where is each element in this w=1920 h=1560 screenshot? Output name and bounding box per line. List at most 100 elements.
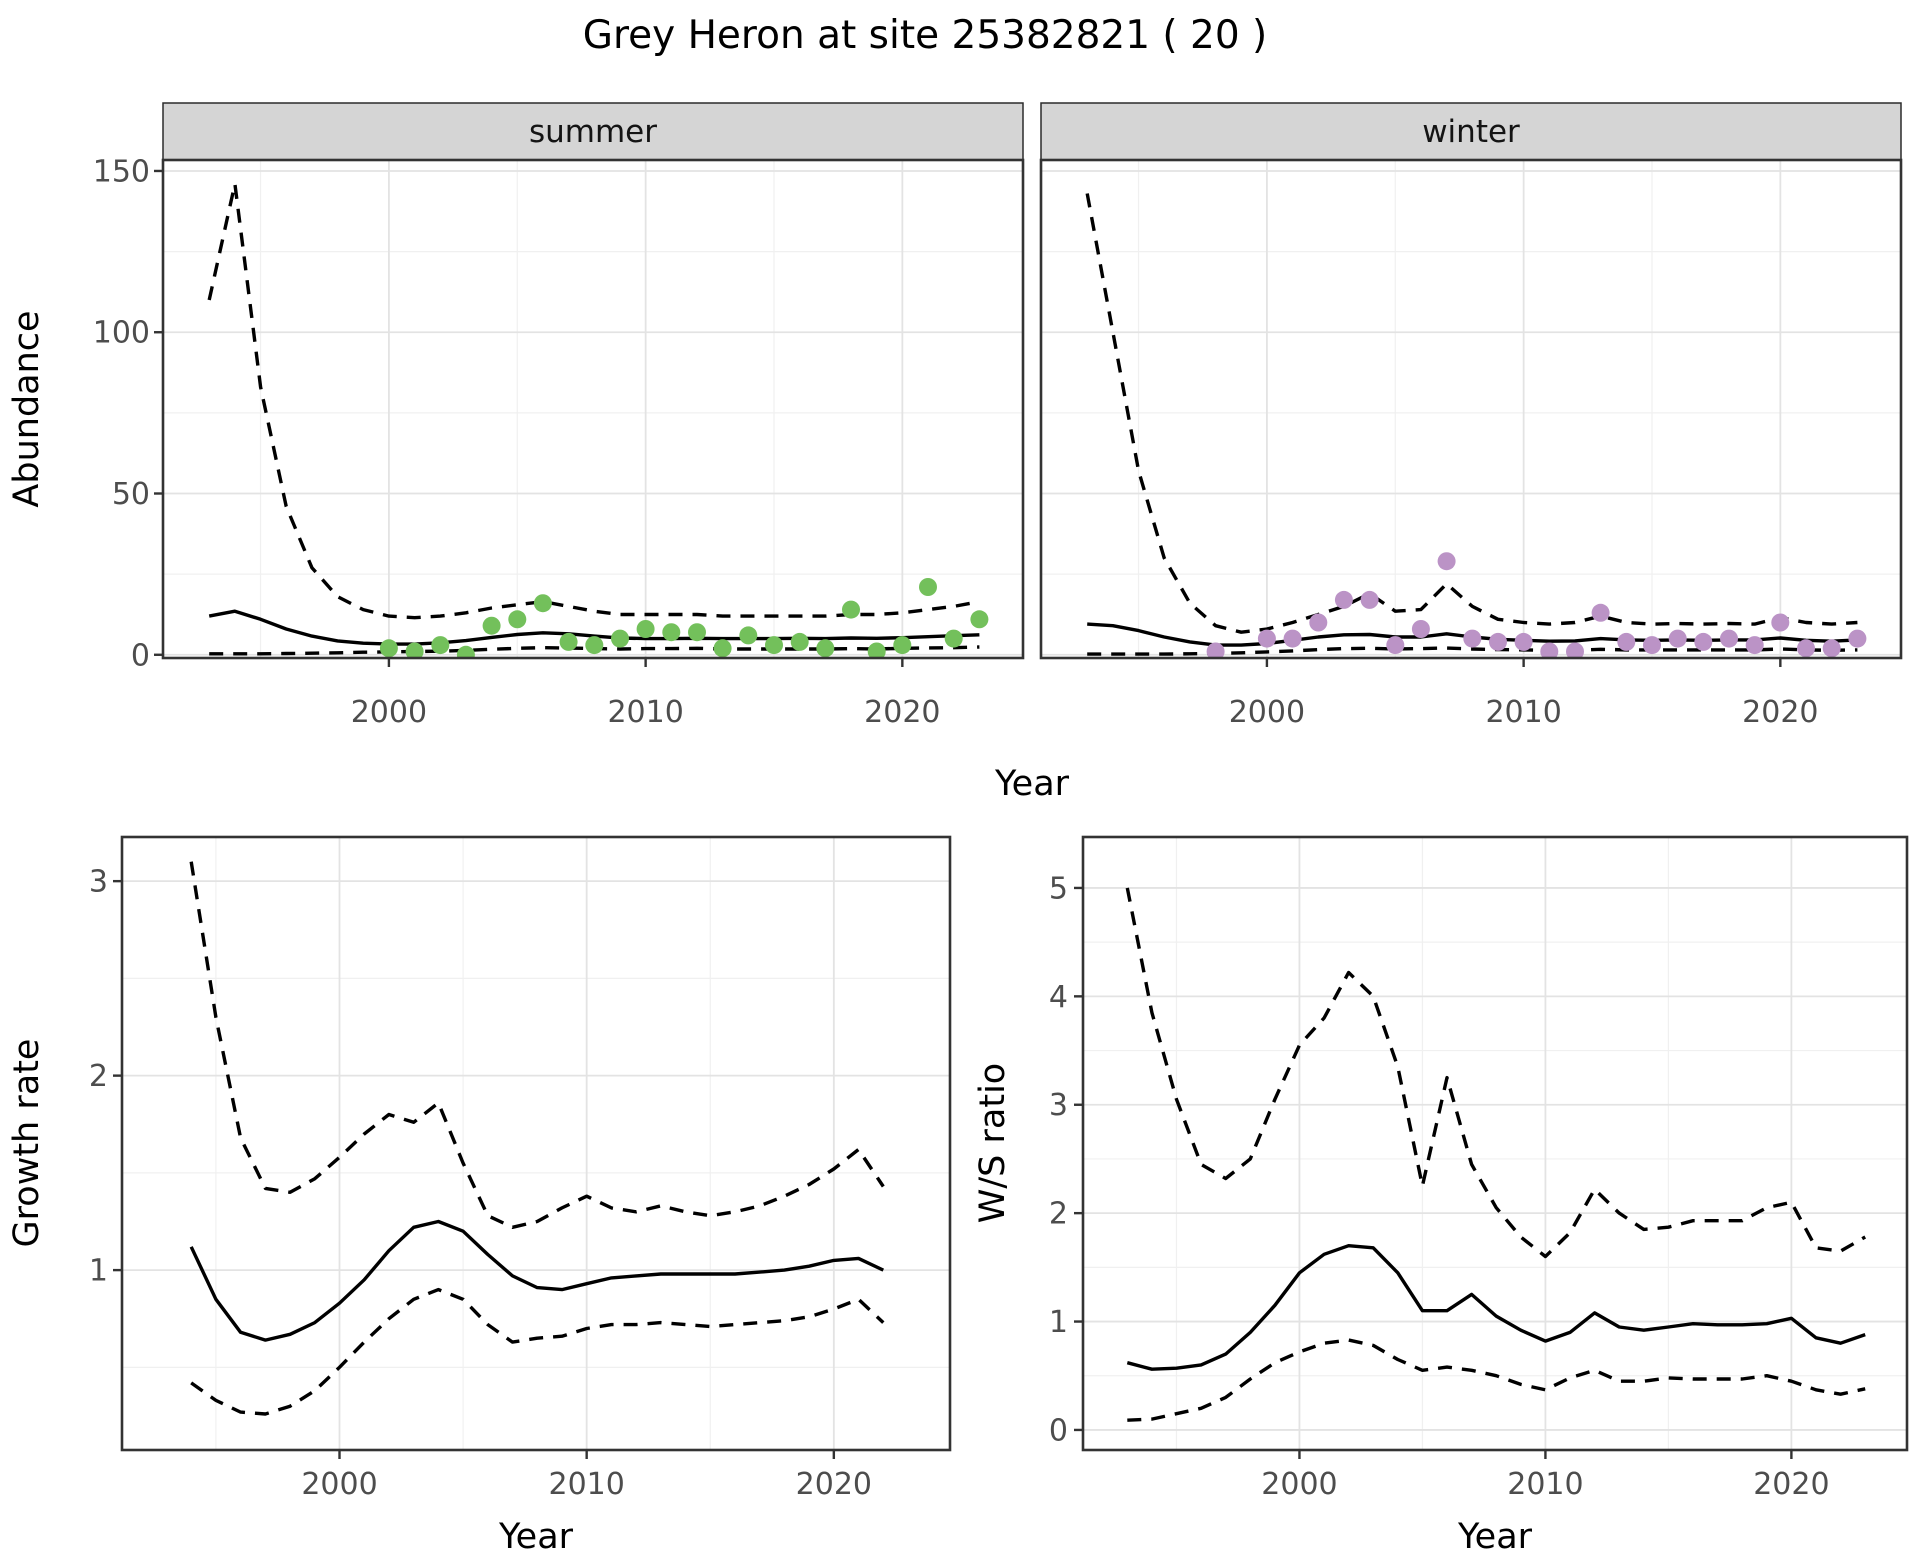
data-point: [765, 636, 783, 655]
data-point: [1540, 642, 1559, 658]
y-tick-label: 5: [1049, 871, 1068, 906]
y-tick-label: 0: [131, 638, 150, 673]
figure-title: Grey Heron at site 25382821 ( 20 ): [583, 13, 1268, 58]
panel-border: [1039, 158, 1903, 660]
panel-background: [1041, 160, 1901, 658]
data-point: [1463, 629, 1482, 648]
y-tick-label: 1: [89, 1254, 108, 1289]
data-point: [662, 623, 681, 642]
data-point: [893, 636, 912, 655]
x-tick-label: 2010: [1485, 695, 1561, 730]
y-tick-label: 50: [112, 477, 150, 512]
data-point: [1360, 590, 1379, 609]
data-point: [1822, 639, 1841, 658]
data-point: [944, 629, 963, 648]
data-point: [508, 610, 527, 629]
summer-panel: 2000 2010 2020 0 50 100 150: [93, 154, 1025, 730]
ws-axis: 2000 2010 2020 0 1 2 3 4 5: [1049, 871, 1830, 1502]
summer-observed-points: [379, 578, 989, 658]
winter-panel: 2000 2010 2020: [1039, 158, 1903, 730]
series-group: [189, 861, 885, 1416]
panel-background: [163, 160, 1023, 658]
data-point: [1720, 629, 1738, 648]
x-axis-title-year-bottom-right: Year: [1457, 1517, 1533, 1557]
x-tick-label: 2000: [301, 1467, 377, 1502]
y-tick-label: 4: [1049, 980, 1068, 1015]
y-tick-label: 3: [89, 865, 108, 900]
y-tick-label: 2: [1049, 1197, 1068, 1232]
data-point: [1334, 590, 1353, 609]
y-tick-label: 100: [93, 316, 150, 351]
data-point: [1411, 620, 1430, 638]
data-point: [1848, 629, 1867, 648]
data-point: [1694, 632, 1713, 651]
data-point: [1514, 632, 1533, 651]
data-point: [1745, 636, 1764, 655]
gridlines: [122, 837, 950, 1450]
data-point: [1206, 642, 1225, 658]
y-tick-label: 1: [1049, 1305, 1068, 1340]
ws-upper_ci-line: [1125, 887, 1867, 1259]
growth-panel: 2000 2010 2020 1 2 3: [89, 835, 952, 1502]
data-point: [970, 610, 989, 629]
data-point: [559, 632, 578, 651]
data-point: [1257, 629, 1276, 648]
panel-border: [1081, 835, 1909, 1452]
y-tick-label: 2: [89, 1059, 108, 1094]
growth-upper_ci-line: [189, 861, 885, 1230]
data-point: [456, 645, 475, 658]
data-point: [1386, 636, 1405, 655]
panel-background: [122, 837, 950, 1450]
winter-upper_ci-line: [1085, 193, 1858, 634]
panel-background: [1083, 837, 1907, 1450]
data-point: [842, 600, 860, 619]
y-axis-title-abundance: Abundance: [7, 310, 47, 507]
x-tick-label: 2020: [1753, 1467, 1829, 1502]
x-tick-label: 2000: [351, 695, 427, 730]
y-tick-label: 3: [1049, 1088, 1068, 1123]
strip-background: [1040, 102, 1902, 161]
data-point: [816, 639, 835, 658]
y-axis-title-ws-ratio: W/S ratio: [973, 1063, 1013, 1223]
data-point: [1309, 613, 1328, 632]
panel-border: [161, 158, 1025, 660]
series-group: [1085, 193, 1867, 658]
winter-observed-points: [1206, 552, 1867, 658]
data-point: [1617, 632, 1636, 651]
data-point: [431, 636, 450, 655]
x-tick-label: 2010: [607, 695, 683, 730]
data-point: [1437, 552, 1456, 571]
data-point: [790, 632, 809, 651]
growth-axis: 2000 2010 2020 1 2 3: [89, 865, 872, 1502]
x-tick-label: 2010: [548, 1467, 624, 1502]
winter-axis: 2000 2010 2020: [1229, 658, 1819, 730]
x-tick-label: 2000: [1261, 1467, 1337, 1502]
facet-strip-winter: winter: [1040, 102, 1902, 161]
summer-axis: 2000 2010 2020 0 50 100 150: [93, 154, 941, 730]
data-point: [1283, 629, 1302, 648]
data-point: [482, 616, 501, 635]
y-tick-label: 0: [1049, 1413, 1068, 1448]
data-point: [1771, 613, 1790, 632]
strip-label: summer: [529, 114, 657, 150]
series-group: [207, 182, 989, 658]
data-point: [739, 626, 758, 645]
data-point: [636, 620, 655, 638]
gridlines: [1083, 837, 1907, 1450]
data-point: [919, 578, 937, 596]
y-tick-label: 150: [93, 154, 150, 189]
x-tick-label: 2020: [796, 1467, 872, 1502]
data-point: [713, 639, 732, 658]
data-point: [867, 642, 886, 658]
series-group: [1125, 887, 1867, 1422]
x-tick-label: 2020: [864, 695, 940, 730]
data-point: [611, 629, 629, 648]
ws-panel: 2000 2010 2020 0 1 2 3 4 5: [1049, 835, 1909, 1502]
panel-border: [120, 835, 952, 1452]
data-point: [1797, 639, 1815, 658]
data-point: [1668, 629, 1687, 648]
facet-strip-summer: summer: [162, 102, 1024, 161]
